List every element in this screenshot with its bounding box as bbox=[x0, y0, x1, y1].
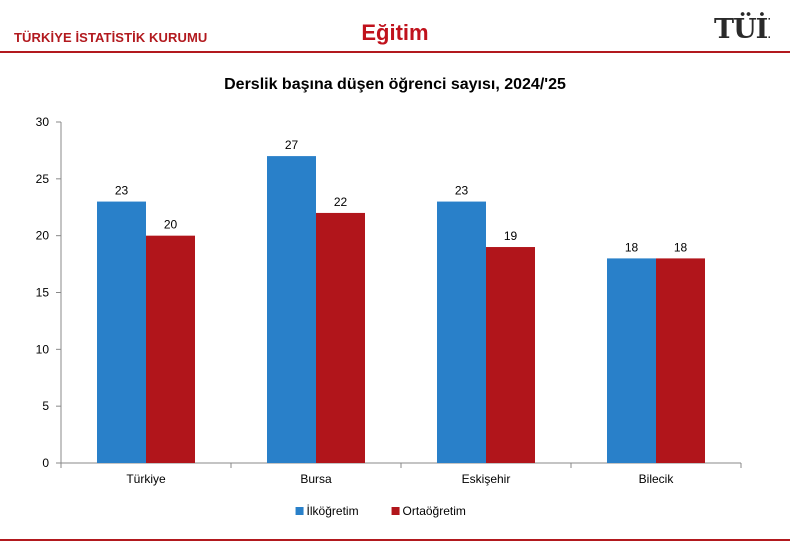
y-tick-label: 30 bbox=[36, 115, 50, 129]
legend-swatch bbox=[295, 507, 304, 515]
org-name: TÜRKİYE İSTATİSTİK KURUMU bbox=[14, 30, 208, 45]
data-label: 23 bbox=[455, 184, 469, 198]
bar bbox=[97, 201, 146, 464]
x-tick-label: Eskişehir bbox=[462, 472, 511, 486]
y-tick-label: 20 bbox=[36, 229, 50, 243]
section-title: Eğitim bbox=[361, 20, 429, 45]
header-divider bbox=[0, 51, 790, 53]
y-tick-label: 5 bbox=[42, 399, 49, 413]
legend-swatch bbox=[391, 507, 400, 515]
y-tick-label: 0 bbox=[42, 456, 49, 470]
legend-label: Ortaöğretim bbox=[403, 504, 466, 518]
data-label: 18 bbox=[625, 240, 639, 254]
bar bbox=[267, 156, 316, 463]
bar bbox=[656, 258, 705, 463]
data-label: 19 bbox=[504, 229, 518, 243]
bar bbox=[437, 201, 486, 464]
x-tick-label: Bilecik bbox=[639, 472, 675, 486]
x-tick-label: Bursa bbox=[300, 472, 332, 486]
x-tick-label: Türkiye bbox=[126, 472, 166, 486]
data-label: 27 bbox=[285, 138, 299, 152]
data-label: 18 bbox=[674, 240, 688, 254]
bar bbox=[607, 258, 656, 463]
data-label: 20 bbox=[164, 218, 178, 232]
svg-text:TÜİK: TÜİK bbox=[714, 12, 770, 42]
chart-title: Derslik başına düşen öğrenci sayısı, 202… bbox=[224, 76, 566, 93]
bar bbox=[486, 247, 535, 463]
data-label: 22 bbox=[334, 195, 348, 209]
tuik-logo: TÜİK bbox=[714, 12, 770, 42]
y-tick-label: 25 bbox=[36, 172, 50, 186]
y-tick-label: 10 bbox=[36, 342, 50, 356]
footer-divider bbox=[0, 539, 790, 541]
data-label: 23 bbox=[115, 184, 129, 198]
bar bbox=[146, 235, 195, 463]
bar bbox=[316, 212, 365, 463]
legend-label: İlköğretim bbox=[307, 504, 359, 518]
y-tick-label: 15 bbox=[36, 286, 50, 300]
